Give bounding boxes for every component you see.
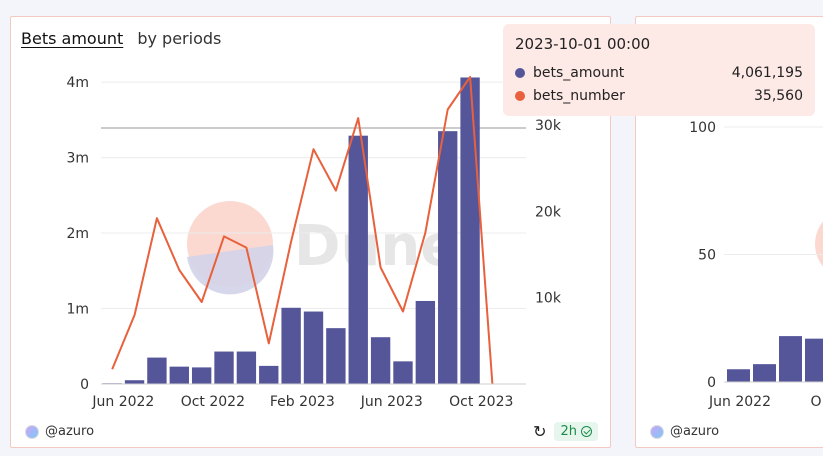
- bar-bets-amount[interactable]: [348, 135, 368, 384]
- bar[interactable]: [779, 336, 802, 382]
- x-tick-label: Jun 2022: [708, 394, 771, 410]
- bar[interactable]: [753, 364, 776, 382]
- y-right-tick-label: 10k: [535, 291, 562, 307]
- bar-bets-amount[interactable]: [303, 311, 324, 384]
- avatar: [25, 424, 39, 439]
- bar-bets-amount[interactable]: [191, 367, 212, 384]
- author-badge-right[interactable]: @azuro: [650, 424, 719, 439]
- dune-watermark-partial: [815, 221, 823, 267]
- watermark-text: Dune: [294, 214, 458, 279]
- x-tick-label: Oct 2023: [449, 394, 513, 410]
- tooltip-series-value: 35,560: [754, 87, 803, 104]
- legend-dot: [515, 67, 525, 78]
- tooltip-series-name: bets_amount: [533, 64, 625, 81]
- bar[interactable]: [727, 369, 750, 382]
- bar-bets-amount[interactable]: [460, 77, 480, 384]
- bar[interactable]: [805, 338, 823, 382]
- y-left-tick-label: 4m: [66, 75, 89, 91]
- bar-bets-amount[interactable]: [236, 351, 257, 384]
- refresh-icon[interactable]: ↻: [533, 421, 547, 441]
- tooltip-series-name: bets_number: [533, 87, 625, 104]
- check-circle-icon: [581, 426, 592, 437]
- x-tick-label: Jun 2022: [91, 394, 154, 410]
- bar-bets-amount[interactable]: [281, 307, 301, 384]
- y-tick-label: 0: [707, 375, 716, 391]
- x-tick-label: O: [810, 394, 821, 410]
- chart-subtitle: by periods: [137, 29, 222, 48]
- y-tick-label: 50: [698, 248, 716, 264]
- x-tick-label: Oct 2022: [181, 394, 245, 410]
- avatar: [650, 424, 664, 439]
- chart-title-link[interactable]: Bets amount: [21, 29, 124, 48]
- tooltip-title: 2023-10-01 00:00: [515, 35, 651, 53]
- author-name: @azuro: [45, 424, 95, 439]
- bar-bets-amount[interactable]: [326, 328, 346, 384]
- freshness-text: 2h: [560, 424, 577, 439]
- freshness-badge[interactable]: 2h: [554, 422, 598, 441]
- y-right-tick-label: 20k: [535, 204, 562, 220]
- right-chart: 0 50 100 Jun 2022 O: [689, 120, 823, 410]
- author-name: @azuro: [670, 424, 720, 439]
- y-left-tick-label: 2m: [66, 226, 89, 242]
- y-right-tick-label: 30k: [535, 118, 562, 134]
- tooltip-row-bets-amount: bets_amount 4,061,195: [515, 61, 803, 84]
- y-tick-label: 100: [689, 120, 716, 136]
- y-left-tick-label: 3m: [66, 151, 89, 167]
- bar-bets-amount[interactable]: [124, 380, 145, 384]
- chart-tooltip: 2023-10-01 00:00 bets_amount 4,061,195 b…: [503, 24, 815, 116]
- bar-bets-amount[interactable]: [147, 357, 167, 384]
- y-left-tick-label: 1m: [66, 302, 89, 318]
- legend-dot: [515, 90, 525, 101]
- bar-bets-amount[interactable]: [393, 361, 413, 384]
- x-tick-label: Jun 2023: [360, 394, 423, 410]
- tooltip-series-value: 4,061,195: [731, 64, 803, 81]
- bar-bets-amount[interactable]: [370, 337, 391, 384]
- x-tick-label: Feb 2023: [270, 394, 335, 410]
- panel-title: Bets amount by periods: [21, 29, 221, 48]
- bar-bets-amount[interactable]: [214, 351, 234, 384]
- line-bets-number[interactable]: [111, 76, 494, 385]
- author-badge[interactable]: @azuro: [25, 424, 94, 439]
- bets-amount-chart: Dune 0 1m 2m 3m 4m 10k 20k 30k Jun 2022 Oct 2022 F…: [66, 75, 562, 410]
- tooltip-row-bets-number: bets_number 35,560: [515, 84, 803, 107]
- bar-bets-amount[interactable]: [259, 365, 279, 384]
- bar-bets-amount[interactable]: [438, 131, 458, 384]
- bar-bets-amount[interactable]: [169, 366, 189, 384]
- y-left-tick-label: 0: [80, 377, 89, 393]
- dune-watermark: Dune: [187, 201, 458, 295]
- bar-bets-amount[interactable]: [415, 300, 436, 384]
